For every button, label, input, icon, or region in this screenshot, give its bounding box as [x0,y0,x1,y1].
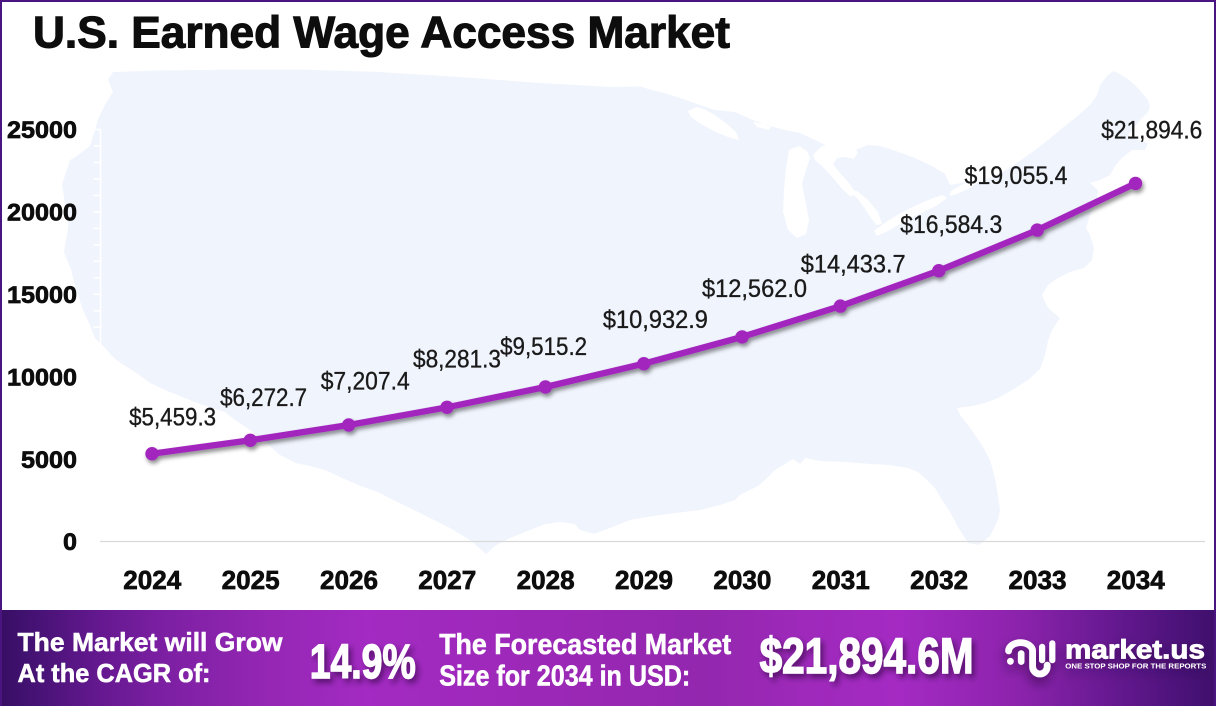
svg-text:2029: 2029 [615,565,673,595]
svg-text:$10,932.9: $10,932.9 [603,306,708,334]
svg-text:14.9%: 14.9% [310,636,416,689]
svg-text:5000: 5000 [21,447,77,474]
svg-text:$16,584.3: $16,584.3 [900,211,1002,239]
svg-text:2025: 2025 [222,565,280,595]
svg-text:15000: 15000 [7,282,77,309]
svg-text:2033: 2033 [1009,565,1067,595]
svg-text:2032: 2032 [910,565,968,595]
svg-text:25000: 25000 [7,117,77,144]
svg-text:The Market will Grow: The Market will Grow [18,627,284,657]
svg-text:Size for 2034 in USD:: Size for 2034 in USD: [439,661,690,693]
svg-text:The Forecasted Market: The Forecasted Market [439,629,731,661]
svg-text:10000: 10000 [7,364,77,391]
svg-text:2027: 2027 [418,565,476,595]
svg-text:market.us: market.us [1065,635,1205,665]
svg-text:2028: 2028 [517,565,575,595]
svg-text:U.S. Earned Wage Access Market: U.S. Earned Wage Access Market [33,9,730,58]
svg-text:$6,272.7: $6,272.7 [220,384,307,412]
svg-text:0: 0 [63,529,77,556]
svg-text:ONE STOP SHOP FOR THE REPORTS: ONE STOP SHOP FOR THE REPORTS [1065,661,1206,670]
svg-text:$14,433.7: $14,433.7 [801,251,906,279]
svg-text:$19,055.4: $19,055.4 [965,162,1068,190]
svg-text:2034: 2034 [1107,565,1166,595]
svg-text:$5,459.3: $5,459.3 [129,404,216,432]
svg-text:$21,894.6M: $21,894.6M [760,628,974,684]
svg-text:2024: 2024 [123,565,182,595]
svg-text:2030: 2030 [713,565,771,595]
svg-text:20000: 20000 [7,200,77,227]
svg-text:$8,281.3: $8,281.3 [413,345,501,373]
svg-text:At the CAGR of:: At the CAGR of: [18,658,211,688]
svg-text:2031: 2031 [812,565,870,595]
svg-text:$7,207.4: $7,207.4 [321,368,410,396]
svg-text:$21,894.6: $21,894.6 [1101,117,1202,145]
svg-text:$12,562.0: $12,562.0 [702,275,807,303]
svg-text:2026: 2026 [320,565,378,595]
svg-text:$9,515.2: $9,515.2 [500,333,587,361]
